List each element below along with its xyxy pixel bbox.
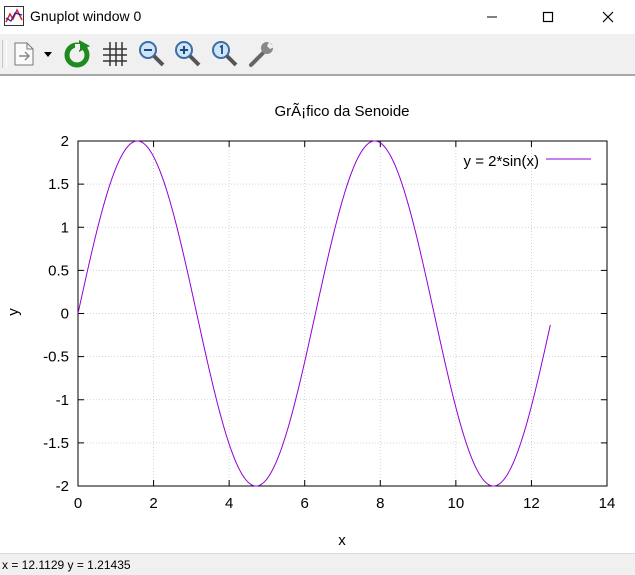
maximize-button[interactable] [525, 0, 571, 34]
copy-print-icon [14, 42, 34, 66]
y-tick-label: 0.5 [48, 262, 69, 279]
zoom-out-icon [139, 41, 165, 67]
grid-button[interactable] [99, 38, 131, 70]
grid-icon [103, 42, 127, 66]
toolbar-grip [2, 40, 7, 68]
legend: y = 2*sin(x) [464, 153, 591, 170]
chart-title: GrÃ¡fico da Senoide [274, 103, 409, 120]
zoom-in-icon [175, 41, 201, 67]
zoom-in-button[interactable] [171, 38, 203, 70]
title-bar: Gnuplot window 0 [0, 0, 635, 34]
y-tick-label: -1 [56, 392, 69, 409]
x-tick-label: 4 [225, 495, 233, 512]
y-tick-label: 2 [61, 133, 69, 150]
status-bar: x = 12.1129 y = 1.21435 [0, 553, 635, 575]
y-axis-label: y [5, 308, 22, 316]
y-tick-label: 1.5 [48, 176, 69, 193]
replot-icon [64, 40, 90, 68]
series-line-0 [77, 140, 551, 487]
plot-canvas[interactable]: GrÃ¡fico da Senoide 0 2 4 6 8 10 12 14 2 1.5 1 0.5 0… [0, 76, 635, 553]
x-tick-label: 2 [149, 495, 157, 512]
tick-labels: 0 2 4 6 8 10 12 14 2 1.5 1 0.5 0 -0.5 -1 -1.5 -2 [43, 133, 615, 512]
zoom-reset-icon [212, 41, 238, 67]
x-tick-label: 12 [523, 495, 540, 512]
x-tick-label: 0 [74, 495, 82, 512]
grid-lines [78, 141, 607, 486]
copy-print-button[interactable] [8, 38, 40, 70]
y-tick-label: -2 [56, 478, 69, 495]
x-tick-label: 8 [376, 495, 384, 512]
copy-dropdown-button[interactable] [40, 38, 56, 70]
toolbar [0, 34, 635, 76]
gnuplot-app-icon [4, 6, 24, 26]
options-wrench-icon [249, 42, 274, 67]
x-tick-label: 14 [599, 495, 616, 512]
y-tick-label: -1.5 [43, 435, 69, 452]
maximize-icon [542, 11, 554, 23]
dropdown-arrow-icon [44, 52, 52, 57]
series-layer [77, 140, 551, 487]
legend-entry-label: y = 2*sin(x) [464, 153, 539, 170]
x-tick-label: 6 [301, 495, 309, 512]
y-tick-label: 0 [61, 306, 69, 323]
chart-svg: GrÃ¡fico da Senoide 0 2 4 6 8 10 12 1421.510.50… [5, 103, 615, 549]
close-icon [602, 11, 614, 23]
window-title: Gnuplot window 0 [30, 8, 142, 24]
y-tick-label: 1 [61, 219, 69, 236]
mouse-coordinates-readout: x = 12.1129 y = 1.21435 [2, 558, 131, 572]
close-button[interactable] [585, 0, 631, 34]
options-button[interactable] [246, 38, 278, 70]
x-tick-label: 10 [448, 495, 465, 512]
zoom-out-button[interactable] [135, 38, 167, 70]
minimize-icon [487, 16, 497, 18]
minimize-button[interactable] [469, 0, 515, 34]
y-tick-label: -0.5 [43, 349, 69, 366]
zoom-reset-button[interactable] [208, 38, 240, 70]
x-axis-label: x [338, 532, 346, 549]
replot-button[interactable] [61, 38, 93, 70]
